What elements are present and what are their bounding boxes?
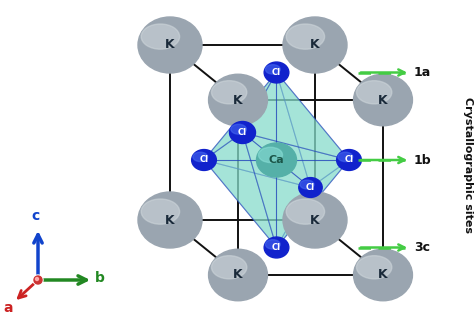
Text: K: K [165, 39, 175, 51]
Ellipse shape [229, 121, 255, 144]
Ellipse shape [138, 17, 202, 73]
Polygon shape [276, 160, 349, 248]
Text: K: K [233, 269, 243, 281]
Text: 1a: 1a [414, 66, 431, 79]
Circle shape [34, 276, 42, 284]
Ellipse shape [191, 149, 216, 171]
Ellipse shape [354, 249, 412, 301]
Ellipse shape [209, 249, 267, 301]
Text: Cl: Cl [200, 155, 209, 164]
Circle shape [36, 278, 38, 280]
Ellipse shape [231, 124, 246, 134]
Text: K: K [378, 93, 388, 107]
Text: Cl: Cl [306, 183, 315, 192]
Polygon shape [243, 133, 349, 248]
Ellipse shape [264, 237, 289, 258]
Ellipse shape [265, 65, 280, 74]
Polygon shape [204, 73, 276, 160]
Ellipse shape [354, 74, 412, 126]
Ellipse shape [258, 147, 283, 163]
Ellipse shape [209, 74, 267, 126]
Ellipse shape [300, 180, 314, 189]
Text: 1b: 1b [414, 153, 432, 167]
Text: Cl: Cl [345, 155, 354, 164]
Text: a: a [3, 301, 13, 315]
Polygon shape [243, 73, 349, 160]
Ellipse shape [338, 152, 353, 162]
Ellipse shape [193, 152, 208, 162]
Text: K: K [310, 214, 320, 226]
Text: Cl: Cl [272, 68, 281, 77]
Text: K: K [310, 39, 320, 51]
Polygon shape [204, 73, 310, 187]
Ellipse shape [356, 256, 392, 279]
Ellipse shape [264, 62, 289, 83]
Text: Cl: Cl [238, 128, 247, 137]
Ellipse shape [283, 17, 347, 73]
Polygon shape [204, 160, 310, 248]
Ellipse shape [256, 143, 297, 177]
Ellipse shape [283, 192, 347, 248]
Text: K: K [378, 269, 388, 281]
Ellipse shape [138, 192, 202, 248]
Text: c: c [32, 209, 40, 223]
Polygon shape [204, 133, 276, 248]
Text: Crystallographic sites: Crystallographic sites [463, 97, 473, 233]
Polygon shape [276, 73, 349, 187]
Text: K: K [165, 214, 175, 226]
Ellipse shape [356, 81, 392, 104]
Ellipse shape [211, 81, 247, 104]
Text: Ca: Ca [269, 155, 284, 165]
Circle shape [33, 275, 43, 285]
Ellipse shape [337, 149, 361, 171]
Ellipse shape [265, 240, 280, 249]
Ellipse shape [286, 199, 325, 224]
Ellipse shape [141, 24, 180, 49]
Ellipse shape [286, 24, 325, 49]
Text: 3c: 3c [414, 241, 430, 254]
Text: K: K [233, 93, 243, 107]
Text: b: b [95, 271, 105, 285]
Ellipse shape [141, 199, 180, 224]
Ellipse shape [211, 256, 247, 279]
Ellipse shape [299, 178, 322, 197]
Text: Cl: Cl [272, 243, 281, 252]
